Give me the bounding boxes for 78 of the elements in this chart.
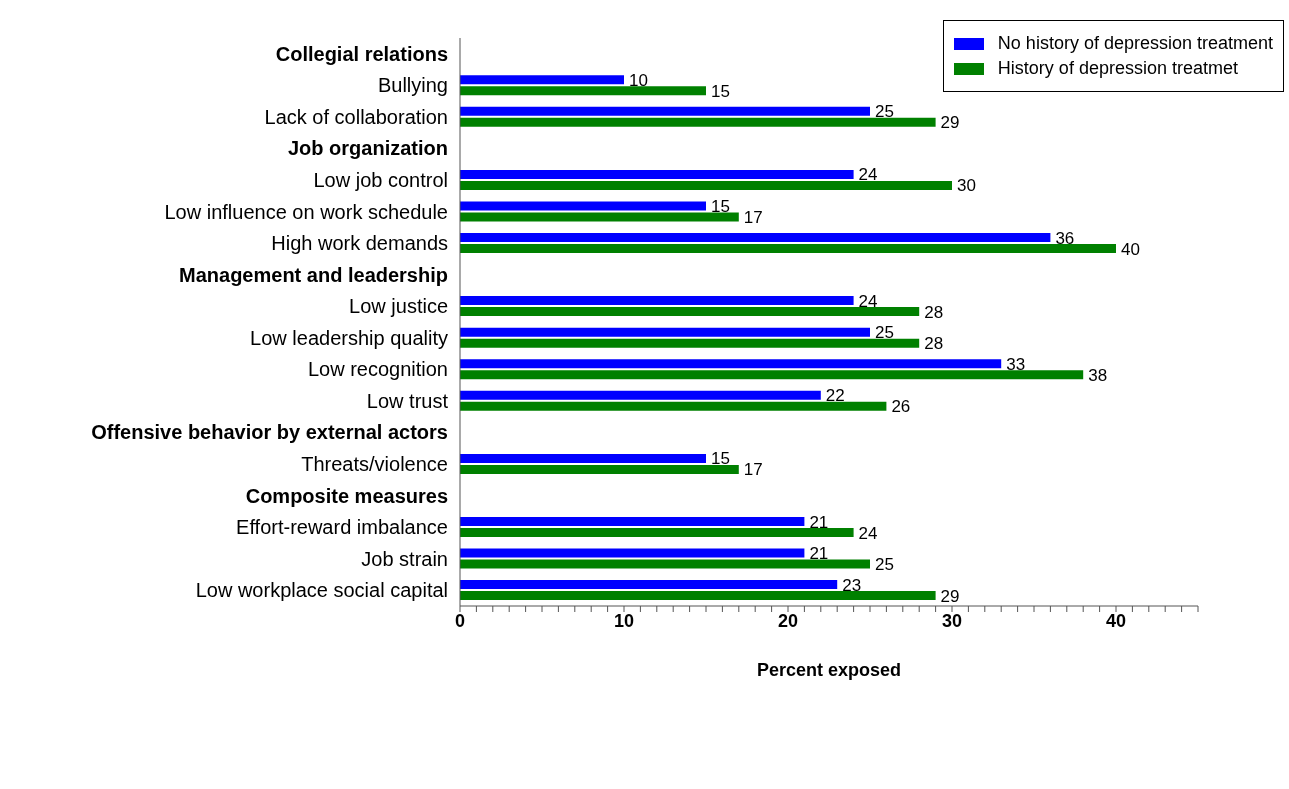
data-label: 24	[858, 165, 878, 185]
data-label: 29	[940, 113, 960, 133]
y-tick-label: Low leadership quality	[250, 326, 448, 349]
bar	[460, 180, 952, 190]
bar	[460, 528, 854, 538]
data-label: 15	[711, 81, 730, 101]
data-label: 21	[809, 512, 829, 532]
data-label: 17	[743, 460, 763, 480]
data-label: 29	[940, 586, 960, 606]
bar	[460, 464, 739, 474]
bar	[460, 233, 1051, 243]
data-label: 28	[924, 302, 944, 322]
y-tick-label: Effort-reward imbalance	[236, 516, 448, 539]
data-label: 22	[825, 386, 845, 406]
data-label: 33	[1006, 354, 1026, 374]
y-tick-label: Job strain	[361, 547, 448, 570]
x-axis-title: Percent exposed	[756, 660, 902, 680]
bar	[460, 244, 1116, 254]
y-tick-label: Job organization	[288, 137, 448, 160]
bar	[460, 453, 706, 463]
y-tick-label: Bullying	[377, 74, 448, 97]
bar	[460, 359, 1002, 369]
bar	[460, 106, 870, 116]
data-label: 36	[1055, 228, 1075, 248]
data-label: 40	[1121, 239, 1140, 259]
y-tick-label: Low justice	[349, 295, 448, 318]
data-label: 28	[924, 334, 944, 354]
y-tick-label: Composite measures	[245, 484, 448, 507]
y-tick-label: Management and leadership	[179, 263, 448, 286]
y-tick-label: Low influence on work schedule	[164, 200, 448, 223]
bar	[460, 559, 870, 569]
bar	[460, 75, 624, 85]
x-tick-label: 0	[454, 610, 466, 631]
bar	[460, 307, 920, 317]
data-label: 25	[875, 323, 894, 343]
data-label: 21	[809, 544, 829, 564]
y-tick-label: Low workplace social capital	[195, 579, 448, 602]
data-label: 10	[629, 70, 648, 90]
bar	[460, 338, 920, 348]
bar	[460, 548, 805, 558]
bar	[460, 169, 854, 179]
y-tick-label: Low job control	[313, 169, 448, 191]
bar	[460, 390, 821, 400]
y-tick-label: High work demands	[271, 232, 448, 255]
bar	[460, 370, 1084, 380]
bar	[460, 591, 936, 601]
y-tick-label: Offensive behavior by external actors	[91, 421, 448, 444]
bar	[460, 296, 854, 306]
bar	[460, 212, 739, 222]
data-label: 17	[743, 207, 763, 227]
y-tick-label: Low recognition	[307, 358, 448, 381]
x-tick-label: 40	[1105, 610, 1127, 631]
bar	[460, 580, 838, 590]
data-label: 24	[858, 523, 878, 543]
y-tick-label: Lack of collaboration	[264, 105, 448, 128]
bar	[460, 117, 936, 127]
x-tick-label: 30	[941, 610, 963, 631]
bar	[460, 86, 706, 96]
data-label: 24	[858, 291, 878, 311]
data-label: 26	[891, 397, 911, 417]
y-tick-label: Low trust	[366, 389, 449, 412]
bar	[460, 517, 805, 527]
data-label: 25	[875, 555, 894, 575]
data-label: 15	[711, 196, 730, 216]
data-label: 15	[711, 449, 730, 469]
legend-label: No history of depression treatment	[997, 33, 1273, 54]
data-label: 23	[842, 575, 862, 595]
legend-label: History of depression treatmet	[997, 58, 1238, 79]
x-tick-label: 20	[777, 610, 799, 631]
x-tick-label: 10	[613, 610, 635, 631]
data-label: 38	[1088, 365, 1108, 385]
bar	[460, 401, 887, 411]
y-tick-label: Collegial relations	[275, 42, 448, 65]
y-tick-label: Threats/violence	[301, 453, 448, 475]
data-label: 30	[957, 176, 976, 196]
bar	[460, 327, 870, 337]
bar	[460, 201, 706, 211]
data-label: 25	[875, 102, 894, 122]
